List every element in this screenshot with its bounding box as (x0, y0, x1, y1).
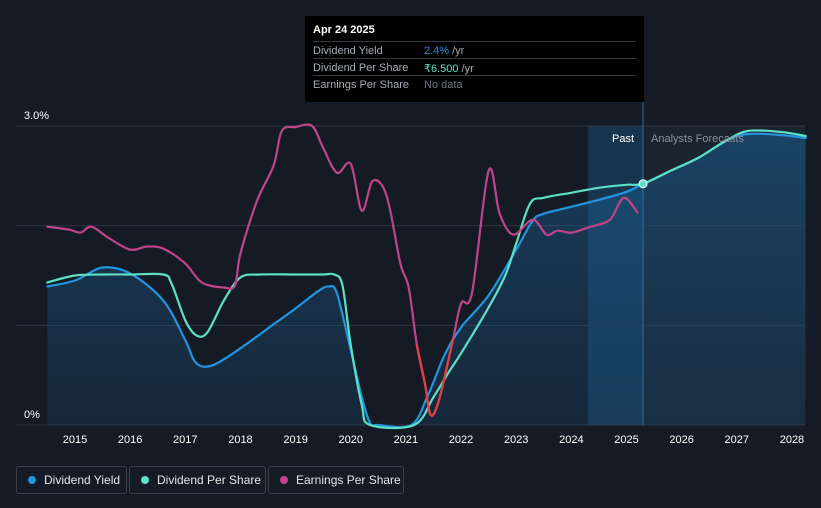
legend-dot-icon (280, 476, 288, 484)
legend-label: Dividend Per Share (157, 473, 262, 487)
x-tick-label: 2025 (614, 434, 638, 446)
legend-item-dividend-yield[interactable]: Dividend Yield (16, 466, 127, 494)
x-tick-label: 2024 (559, 434, 583, 446)
tooltip-label: Dividend Per Share (313, 62, 409, 74)
x-tick-label: 2018 (228, 434, 252, 446)
x-tick-label: 2023 (504, 434, 528, 446)
x-tick-label: 2016 (118, 434, 142, 446)
legend-dot-icon (141, 476, 149, 484)
dividend-yield-area (47, 133, 806, 428)
tooltip-date: Apr 24 2025 (313, 24, 375, 36)
tooltip-row-dividend-yield: Dividend Yield 2.4%/yr (313, 41, 636, 59)
forecast-label: Analysts Forecasts (651, 133, 744, 145)
tooltip-value: 2.4%/yr (424, 45, 465, 57)
past-label: Past (612, 133, 634, 145)
x-tick-label: 2022 (449, 434, 473, 446)
x-axis-ticks: 2015 2016 2017 2018 2019 2020 2021 2022 2023 2024… (63, 434, 804, 446)
tooltip: Apr 24 2025 Dividend Yield 2.4%/yr Divid… (305, 16, 644, 102)
y-tick-label: 0% (24, 409, 40, 421)
earnings-per-share-line (46, 123, 639, 417)
legend-label: Earnings Per Share (296, 473, 401, 487)
legend-dot-icon (28, 476, 36, 484)
tooltip-row-dividend-per-share: Dividend Per Share ₹6.500/yr (313, 58, 636, 76)
tooltip-row-earnings-per-share: Earnings Per Share No data (313, 75, 636, 93)
tooltip-label: Earnings Per Share (313, 79, 409, 91)
x-tick-label: 2017 (173, 434, 197, 446)
tooltip-label: Dividend Yield (313, 45, 383, 57)
x-tick-label: 2028 (780, 434, 804, 446)
legend-label: Dividend Yield (44, 473, 121, 487)
x-tick-label: 2020 (339, 434, 363, 446)
tooltip-value: ₹6.500/yr (424, 63, 474, 75)
tooltip-value: No data (424, 79, 463, 91)
x-tick-label: 2026 (669, 434, 693, 446)
x-tick-label: 2027 (725, 434, 749, 446)
x-tick-label: 2021 (394, 434, 418, 446)
today-marker (638, 179, 648, 189)
y-tick-label: 3.0% (24, 110, 49, 122)
x-tick-label: 2015 (63, 434, 87, 446)
earnings-per-share-negative-segment (415, 339, 454, 417)
x-tick-label: 2019 (283, 434, 307, 446)
legend-item-dividend-per-share[interactable]: Dividend Per Share (129, 466, 266, 494)
y-axis-ticks: 0% 3.0% (24, 110, 49, 421)
legend-item-earnings-per-share[interactable]: Earnings Per Share (268, 466, 404, 494)
